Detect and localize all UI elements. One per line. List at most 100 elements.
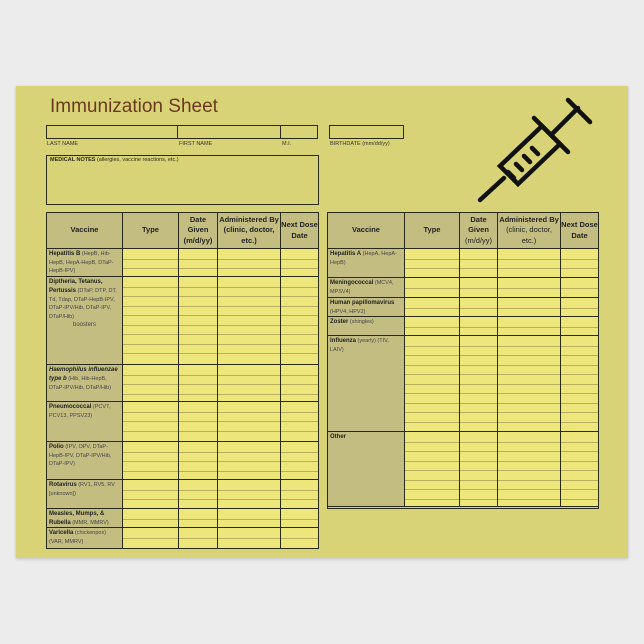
vaccine-types: (HPV4, HPV2) xyxy=(330,309,366,315)
write-line xyxy=(281,489,318,491)
write-line xyxy=(179,286,217,288)
write-line xyxy=(498,451,560,452)
entry-cell[interactable] xyxy=(281,442,319,480)
header-label: Date Given xyxy=(187,214,209,235)
entry-cell[interactable] xyxy=(405,432,460,507)
vaccine-name: Human papillomavirus xyxy=(330,300,395,306)
entry-cell[interactable] xyxy=(561,249,599,278)
entry-cell[interactable] xyxy=(460,432,498,507)
entry-cell[interactable] xyxy=(405,298,460,317)
entry-cell[interactable] xyxy=(218,249,281,277)
entry-cell[interactable] xyxy=(218,509,281,528)
entry-cell[interactable] xyxy=(498,298,561,317)
entry-cell[interactable] xyxy=(460,336,498,432)
entry-cell[interactable] xyxy=(179,480,218,509)
last-name-field[interactable] xyxy=(46,125,178,139)
write-line xyxy=(123,305,178,307)
write-line xyxy=(460,383,497,385)
entry-cell[interactable] xyxy=(218,480,281,509)
entry-cell[interactable] xyxy=(498,249,561,278)
entry-cell[interactable] xyxy=(281,402,319,442)
entry-cell[interactable] xyxy=(281,528,319,549)
entry-cell[interactable] xyxy=(405,317,460,336)
write-line xyxy=(281,315,318,316)
entry-cell[interactable] xyxy=(405,278,460,298)
entry-cell[interactable] xyxy=(281,480,319,509)
entry-cell[interactable] xyxy=(460,249,498,278)
entry-cell[interactable] xyxy=(405,249,460,278)
write-line xyxy=(179,374,217,376)
entry-cell[interactable] xyxy=(218,528,281,549)
write-line xyxy=(460,345,497,347)
entry-cell[interactable] xyxy=(218,442,281,480)
write-line xyxy=(218,305,280,307)
entry-cell[interactable] xyxy=(498,336,561,432)
entry-cell[interactable] xyxy=(218,277,281,365)
write-line xyxy=(218,353,280,354)
mi-field[interactable] xyxy=(280,125,318,139)
entry-cell[interactable] xyxy=(179,528,218,549)
write-line xyxy=(218,430,280,432)
header-date-given: Date Given (m/d/yy) xyxy=(460,213,498,249)
write-line xyxy=(179,324,217,326)
write-line xyxy=(281,421,318,422)
last-name-label: LAST NAME xyxy=(47,141,79,147)
write-line xyxy=(218,489,280,491)
write-line xyxy=(179,315,217,316)
entry-cell[interactable] xyxy=(179,509,218,528)
entry-cell[interactable] xyxy=(498,317,561,336)
entry-cell[interactable] xyxy=(498,278,561,298)
write-line xyxy=(123,537,178,539)
entry-cell[interactable] xyxy=(123,402,179,442)
medical-notes-field[interactable] xyxy=(46,155,319,205)
write-line xyxy=(123,268,178,269)
entry-cell[interactable] xyxy=(179,365,218,402)
entry-cell[interactable] xyxy=(123,442,179,480)
entry-cell[interactable] xyxy=(179,442,218,480)
write-line xyxy=(460,421,497,423)
birthdate-field[interactable] xyxy=(329,125,404,139)
entry-cell[interactable] xyxy=(218,365,281,402)
write-line xyxy=(179,470,217,472)
medical-notes-hint: (allergies, vaccine reactions, etc.) xyxy=(96,157,179,163)
entry-cell[interactable] xyxy=(405,336,460,432)
entry-cell[interactable] xyxy=(123,528,179,549)
entry-cell[interactable] xyxy=(179,402,218,442)
entry-cell[interactable] xyxy=(123,509,179,528)
entry-cell[interactable] xyxy=(460,278,498,298)
entry-cell[interactable] xyxy=(460,317,498,336)
header-administered-by: Administered By (clinic, doctor, etc.) xyxy=(218,213,281,249)
entry-cell[interactable] xyxy=(561,432,599,507)
entry-cell[interactable] xyxy=(123,365,179,402)
write-line xyxy=(561,498,598,500)
vaccine-name-cell: Pneumococcal (PCV7, PCV13, PPSV23) xyxy=(47,402,123,442)
write-line xyxy=(179,343,217,345)
entry-cell[interactable] xyxy=(218,402,281,442)
entry-cell[interactable] xyxy=(561,298,599,317)
header-label: Date Given xyxy=(468,214,489,235)
write-line xyxy=(179,537,217,539)
write-line xyxy=(561,326,598,328)
entry-cell[interactable] xyxy=(281,365,319,402)
entry-cell[interactable] xyxy=(123,249,179,277)
entry-cell[interactable] xyxy=(281,277,319,365)
write-line xyxy=(561,287,598,289)
header-type: Type xyxy=(123,213,179,249)
entry-cell[interactable] xyxy=(561,317,599,336)
entry-cell[interactable] xyxy=(281,509,319,528)
vaccine-name-cell: Other xyxy=(328,432,405,507)
entry-cell[interactable] xyxy=(179,277,218,365)
entry-cell[interactable] xyxy=(561,278,599,298)
write-line xyxy=(179,421,217,422)
entry-cell[interactable] xyxy=(123,480,179,509)
entry-cell[interactable] xyxy=(179,249,218,277)
entry-cell[interactable] xyxy=(460,298,498,317)
first-name-field[interactable] xyxy=(177,125,281,139)
write-line xyxy=(561,355,598,356)
entry-cell[interactable] xyxy=(281,249,319,277)
write-line xyxy=(561,451,598,452)
entry-cell[interactable] xyxy=(123,277,179,365)
entry-cell[interactable] xyxy=(498,432,561,507)
entry-cell[interactable] xyxy=(561,336,599,432)
write-line xyxy=(460,268,497,269)
